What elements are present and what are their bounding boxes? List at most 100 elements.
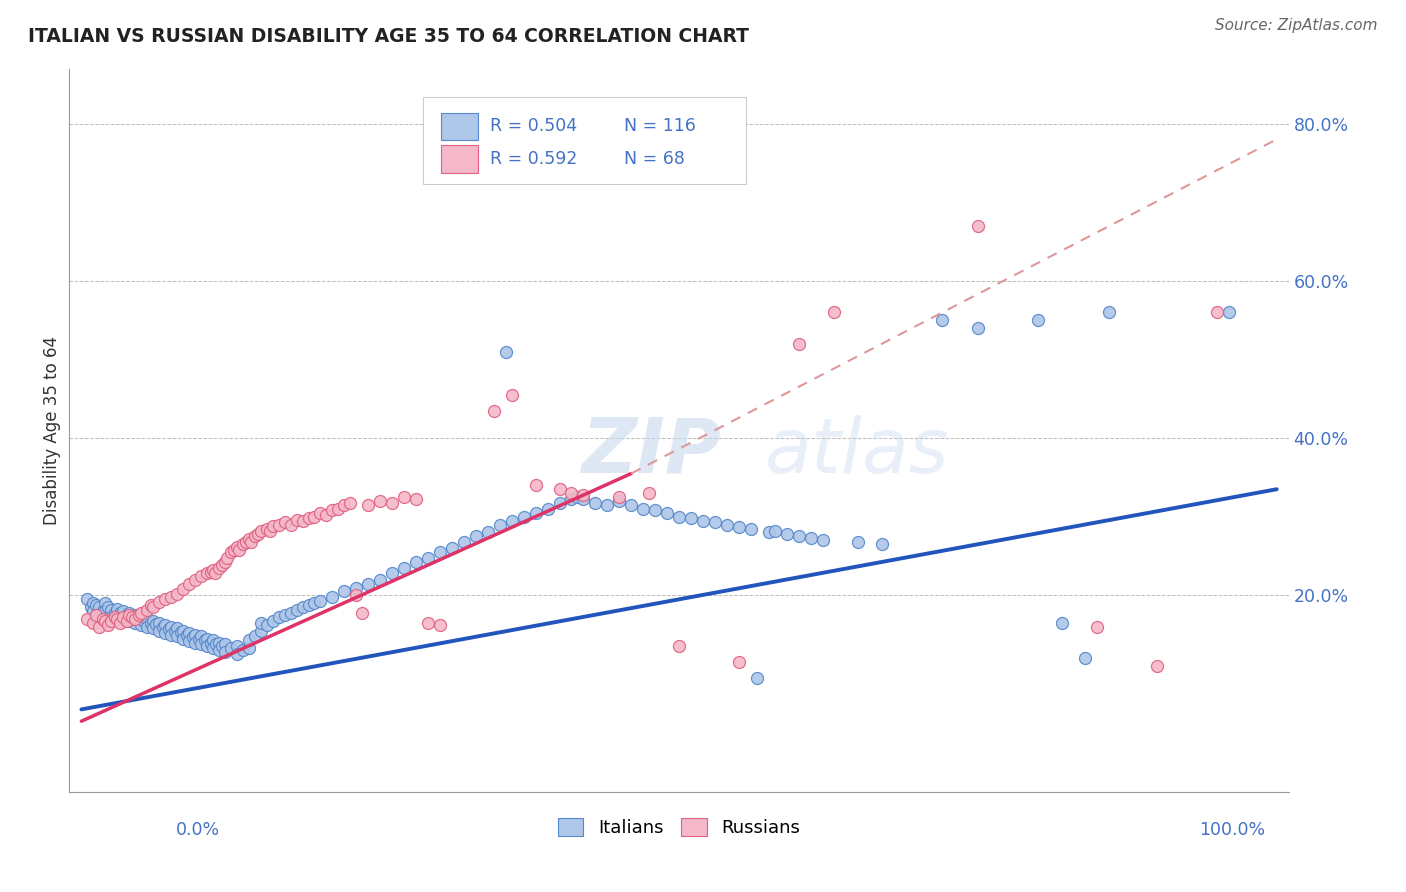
Point — [548, 495, 571, 509]
Legend: Italians, Russians: Italians, Russians — [551, 811, 807, 845]
Text: N = 68: N = 68 — [624, 150, 685, 168]
Point — [172, 582, 194, 596]
Point — [291, 600, 314, 615]
Point — [668, 640, 690, 654]
Point — [232, 643, 254, 657]
Point — [776, 527, 799, 541]
Point — [967, 321, 990, 335]
Point — [824, 305, 846, 319]
Point — [136, 612, 159, 626]
Point — [214, 637, 236, 651]
Point — [195, 566, 218, 581]
Point — [560, 491, 582, 506]
Point — [243, 529, 266, 543]
Point — [124, 612, 146, 626]
Point — [80, 600, 103, 615]
Text: 100.0%: 100.0% — [1199, 821, 1265, 838]
Point — [405, 555, 427, 569]
Point — [488, 517, 510, 532]
Point — [225, 540, 247, 554]
Point — [219, 641, 242, 656]
Point — [89, 620, 111, 634]
Point — [524, 478, 547, 492]
Point — [309, 506, 332, 520]
Point — [104, 606, 127, 620]
Point — [249, 624, 271, 638]
Point — [169, 625, 191, 640]
Point — [160, 590, 183, 604]
Point — [607, 494, 630, 508]
Point — [129, 606, 152, 620]
Point — [315, 508, 337, 523]
Point — [118, 608, 141, 623]
Point — [181, 630, 204, 644]
Point — [195, 632, 218, 646]
Point — [392, 490, 415, 504]
Point — [297, 511, 319, 525]
Point — [82, 604, 104, 618]
Text: Source: ZipAtlas.com: Source: ZipAtlas.com — [1215, 18, 1378, 33]
Point — [214, 555, 236, 569]
Point — [758, 525, 780, 540]
Point — [238, 633, 260, 648]
Point — [200, 565, 222, 579]
Point — [297, 598, 319, 612]
Point — [501, 388, 523, 402]
Point — [321, 503, 343, 517]
Point — [501, 514, 523, 528]
Point — [97, 600, 120, 615]
Point — [195, 640, 218, 654]
Point — [217, 550, 239, 565]
Point — [787, 336, 810, 351]
Point — [190, 629, 212, 643]
Bar — [441, 112, 478, 140]
Point — [145, 617, 167, 632]
Point — [115, 614, 138, 628]
Point — [368, 573, 391, 587]
Point — [631, 501, 654, 516]
Point — [416, 550, 439, 565]
Point — [201, 563, 224, 577]
Point — [440, 541, 463, 556]
Point — [273, 515, 295, 529]
Point — [172, 624, 194, 638]
Point — [205, 637, 228, 651]
Point — [679, 511, 702, 525]
Point — [512, 509, 534, 524]
Point — [482, 403, 505, 417]
Point — [267, 610, 290, 624]
Point — [1087, 620, 1109, 634]
Point — [381, 495, 404, 509]
Point — [644, 503, 666, 517]
Point — [139, 615, 162, 630]
Point — [184, 635, 207, 649]
Point — [142, 621, 165, 635]
Point — [84, 608, 107, 623]
Text: R = 0.504: R = 0.504 — [491, 118, 578, 136]
Point — [280, 517, 302, 532]
Point — [716, 517, 738, 532]
Point — [142, 614, 165, 628]
Point — [703, 515, 725, 529]
Point — [405, 492, 427, 507]
Point — [105, 609, 128, 624]
Point — [392, 561, 415, 575]
Point — [148, 595, 170, 609]
Point — [118, 614, 141, 628]
Point — [91, 612, 114, 626]
Point — [160, 628, 183, 642]
Point — [211, 558, 233, 573]
Point — [208, 643, 231, 657]
Point — [121, 610, 143, 624]
Point — [148, 615, 170, 630]
Point — [235, 535, 257, 549]
Point — [129, 618, 152, 632]
Point — [291, 514, 314, 528]
Point — [967, 219, 990, 233]
Point — [238, 641, 260, 656]
Point — [572, 488, 595, 502]
Point — [105, 612, 128, 626]
Point — [108, 615, 131, 630]
Point — [160, 620, 183, 634]
Point — [333, 498, 356, 512]
